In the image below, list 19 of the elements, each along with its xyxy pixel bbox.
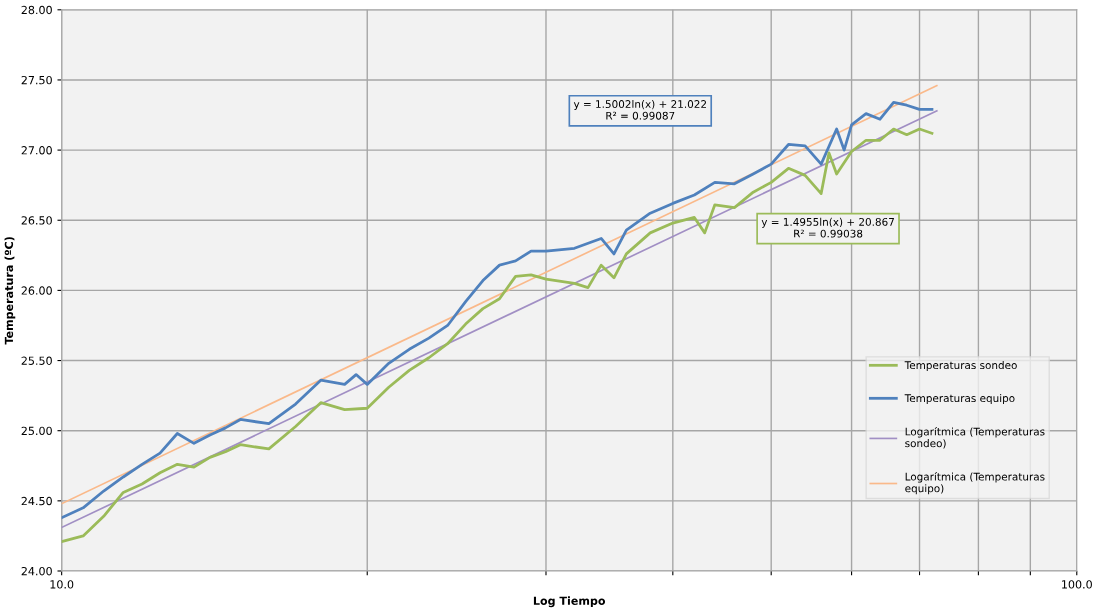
legend-label: Logarítmica (Temperaturas sondeo) [905,427,1045,449]
x-tick-label: 10.0 [50,580,74,589]
annotation: y = 1.5002ln(x) + 21.022 R² = 0.99087 [573,99,707,120]
x-tick-label: 100.0 [1062,580,1092,589]
y-axis-title: Temperatura (ºC) [4,237,16,345]
y-tick-label: 24.00 [21,566,52,576]
y-tick-label: 24.50 [21,496,52,506]
y-tick-label: 27.00 [21,146,52,155]
legend-label: Temperaturas sondeo [904,361,1017,372]
legend-label: Logarítmica (Temperaturas equipo) [905,472,1045,495]
y-tick-label: 26.50 [21,216,52,225]
x-axis-title: Log Tiempo [533,596,606,608]
legend-label: Temperaturas equipo [904,394,1015,405]
y-tick-label: 26.00 [21,286,52,295]
y-tick-label: 25.50 [21,356,52,365]
y-tick-label: 27.50 [21,75,52,85]
y-tick-label: 25.00 [21,426,52,436]
y-tick-label: 28.00 [21,5,52,15]
annotation: y = 1.4955ln(x) + 20.867 R² = 0.99038 [761,217,894,238]
